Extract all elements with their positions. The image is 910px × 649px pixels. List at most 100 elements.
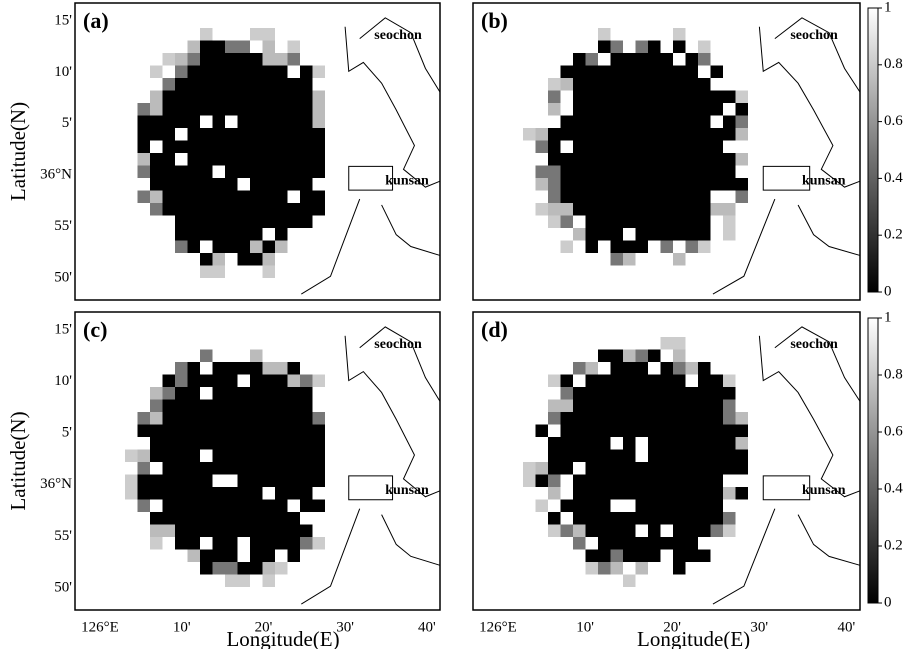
grid-cell [275,115,288,128]
grid-cell [648,524,661,537]
grid-cell [673,165,686,178]
grid-cell [300,512,313,525]
grid-cell [710,487,723,500]
grid-cell [200,78,213,91]
grid-cell [312,90,325,103]
grid-cell [275,524,288,537]
grid-cell [137,474,150,487]
grid-cell [225,537,238,550]
grid-cell [312,499,325,512]
grid-cell [212,90,225,103]
grid-cell [237,537,250,550]
grid-cell [548,215,561,228]
grid-cell [262,103,275,116]
grid-cell [585,190,598,203]
grid-cell [635,128,648,141]
grid-cell [648,215,661,228]
grid-cell [660,165,673,178]
grid-cell [623,253,636,266]
colorbar-tick-label: 0 [884,283,892,299]
grid-cell [300,115,313,128]
grid-cell [262,424,275,437]
grid-cell [150,215,163,228]
grid-cell [548,437,561,450]
grid-cell [237,128,250,141]
grid-cell [585,562,598,575]
grid-cell [648,537,661,550]
grid-cell [585,374,598,387]
colorbar-tick-label: 1 [884,309,892,325]
grid-cell [735,90,748,103]
grid-cell [162,115,175,128]
grid-cell [262,190,275,203]
grid-cell [623,487,636,500]
grid-cell [250,424,263,437]
grid-cell [635,65,648,78]
grid-cell [275,487,288,500]
grid-cell [250,53,263,66]
grid-cell [723,474,736,487]
x-tick-label: 10' [576,619,594,635]
grid-cell [673,28,686,41]
grid-cell [187,462,200,475]
grid-cell [162,65,175,78]
grid-cell [660,437,673,450]
grid-cell [262,574,275,587]
grid-cell [175,78,188,91]
grid-cell [225,462,238,475]
grid-cell [560,103,573,116]
grid-cell [673,78,686,91]
grid-cell [200,462,213,475]
grid-cell [275,178,288,191]
grid-cell [287,190,300,203]
grid-cell [225,399,238,412]
grid-cell [685,140,698,153]
grid-cell [698,449,711,462]
grid-cell [300,499,313,512]
grid-cell [225,190,238,203]
grid-cell [187,65,200,78]
grid-cell [610,103,623,116]
grid-cell [162,412,175,425]
grid-cell [735,424,748,437]
grid-cell [225,240,238,253]
grid-cell [225,424,238,437]
grid-cell [262,474,275,487]
grid-cell [610,512,623,525]
grid-cell [598,53,611,66]
grid-cell [237,215,250,228]
grid-cell [175,215,188,228]
grid-cell [237,103,250,116]
grid-cell [560,412,573,425]
grid-cell [648,399,661,412]
grid-cell [200,399,213,412]
grid-cell [287,387,300,400]
grid-cell [312,140,325,153]
x-axis-title: Longitude(E) [637,627,750,649]
grid-cell [685,474,698,487]
coastline [301,17,441,295]
grid-cell [635,412,648,425]
grid-cell [585,78,598,91]
grid-cell [660,240,673,253]
grid-cell [660,449,673,462]
grid-cell [660,499,673,512]
grid-cell [250,228,263,241]
grid-cell [635,487,648,500]
grid-cell [187,399,200,412]
grid-cell [162,128,175,141]
grid-cell [150,128,163,141]
grid-cell [648,474,661,487]
grid-cell [610,412,623,425]
grid-cell [250,512,263,525]
place-name: kunsan [385,173,429,188]
grid-cell [150,412,163,425]
place-name: kunsan [385,483,429,498]
grid-cell [598,228,611,241]
grid-cell [698,474,711,487]
grid-cell [237,562,250,575]
grid-cell [685,399,698,412]
grid-cell [635,449,648,462]
grid-cell [723,228,736,241]
grid-cell [648,449,661,462]
